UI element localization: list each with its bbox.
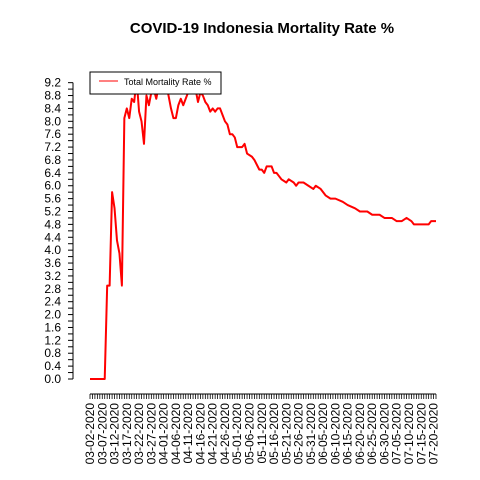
y-tick-label: 9.2 [44, 76, 61, 90]
y-tick-label: 2.8 [44, 282, 61, 296]
x-tick-label: 03-17-2020 [120, 403, 134, 465]
y-tick-label: 3.6 [44, 256, 61, 270]
x-tick-label: 03-22-2020 [132, 403, 146, 465]
y-axis: 0.00.40.81.21.62.02.42.83.23.64.04.44.85… [44, 76, 74, 386]
y-tick-label: 4.4 [44, 230, 61, 244]
x-tick-label: 05-06-2020 [243, 403, 257, 465]
legend-label: Total Mortality Rate % [124, 77, 212, 87]
x-tick-label: 03-27-2020 [144, 403, 158, 465]
x-tick-label: 05-31-2020 [304, 403, 318, 465]
x-tick-label: 05-21-2020 [279, 403, 293, 465]
y-tick-label: 6.0 [44, 179, 61, 193]
x-tick-label: 06-15-2020 [341, 403, 355, 465]
x-tick-label: 07-15-2020 [414, 403, 428, 465]
series-line [90, 72, 436, 380]
x-tick-label: 06-05-2020 [316, 403, 330, 465]
y-tick-label: 8.0 [44, 114, 61, 128]
y-tick-label: 4.8 [44, 217, 61, 231]
chart-title: COVID-19 Indonesia Mortality Rate % [129, 20, 395, 37]
y-tick-label: 5.2 [44, 205, 61, 219]
legend: Total Mortality Rate % [89, 71, 222, 95]
y-tick-label: 8.4 [44, 101, 61, 115]
x-tick-label: 04-01-2020 [157, 403, 171, 465]
y-tick-label: 1.6 [44, 320, 61, 334]
series-layer [90, 72, 436, 380]
y-tick-label: 8.8 [44, 89, 61, 103]
y-tick-label: 0.4 [44, 359, 61, 373]
x-tick-label: 06-25-2020 [365, 403, 379, 465]
x-tick-label: 05-01-2020 [230, 403, 244, 465]
y-tick-label: 6.4 [44, 166, 61, 180]
y-tick-label: 7.2 [44, 140, 61, 154]
x-tick-label: 04-26-2020 [218, 403, 232, 465]
x-tick-label: 03-07-2020 [95, 403, 109, 465]
y-tick-label: 7.6 [44, 127, 61, 141]
x-tick-label: 05-26-2020 [292, 403, 306, 465]
x-tick-label: 06-20-2020 [353, 403, 367, 465]
x-tick-label: 06-10-2020 [328, 403, 342, 465]
x-tick-label: 04-11-2020 [181, 403, 195, 464]
x-tick-label: 07-10-2020 [402, 403, 416, 465]
y-tick-label: 0.8 [44, 346, 61, 360]
x-tick-label: 03-12-2020 [108, 403, 122, 465]
x-axis: 03-02-202003-07-202003-12-202003-17-2020… [83, 393, 441, 465]
y-tick-label: 1.2 [44, 333, 61, 347]
y-tick-label: 4.0 [44, 243, 61, 257]
y-tick-label: 5.6 [44, 192, 61, 206]
x-tick-label: 04-06-2020 [169, 403, 183, 465]
x-tick-label: 03-02-2020 [83, 403, 97, 465]
y-tick-label: 6.8 [44, 153, 61, 167]
y-tick-label: 2.0 [44, 308, 61, 322]
legend-box [89, 71, 222, 95]
x-tick-label: 04-21-2020 [206, 403, 220, 465]
x-tick-label: 06-30-2020 [377, 403, 391, 465]
y-tick-label: 3.2 [44, 269, 61, 283]
x-tick-label: 07-20-2020 [427, 403, 441, 465]
y-tick-label: 0.0 [44, 372, 61, 386]
x-tick-label: 07-05-2020 [390, 403, 404, 465]
x-tick-label: 04-16-2020 [193, 403, 207, 465]
x-tick-label: 05-16-2020 [267, 403, 281, 465]
y-tick-label: 2.4 [44, 295, 61, 309]
x-tick-label: 05-11-2020 [255, 403, 269, 464]
